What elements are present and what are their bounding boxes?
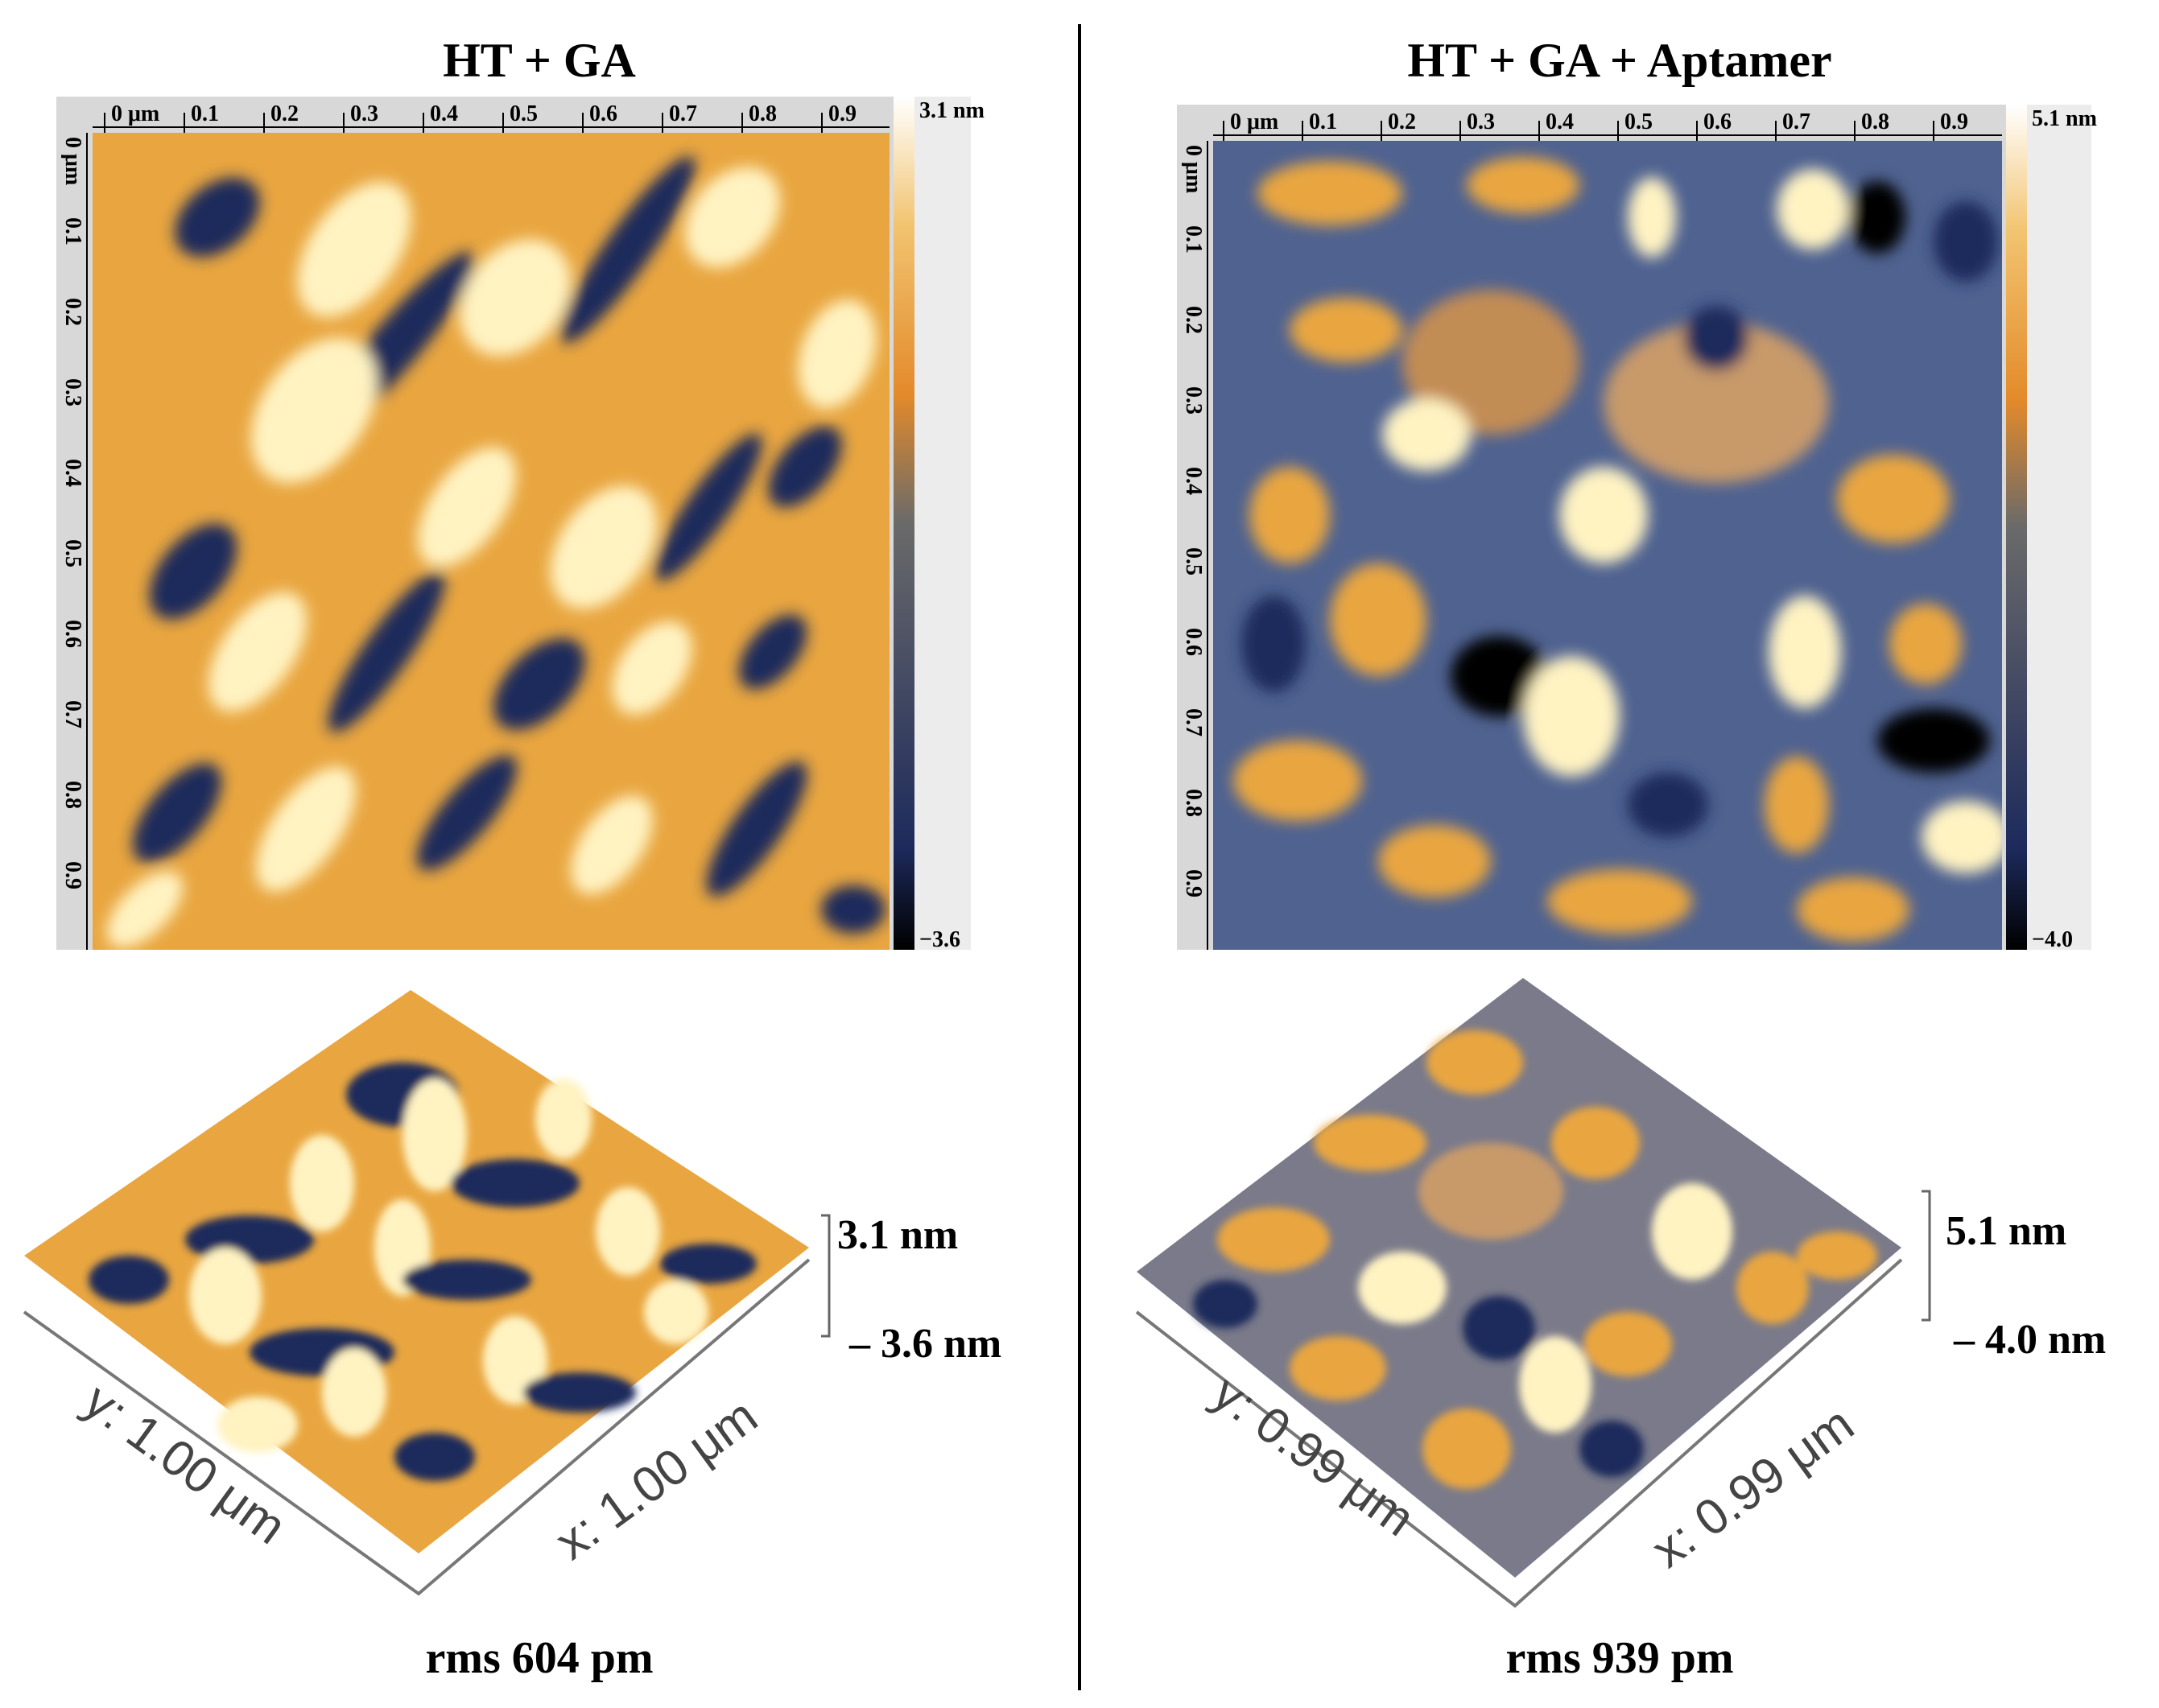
ruler-x-label: 0.1 xyxy=(1309,109,1337,134)
afm-3d-surface: y: 0.99 μm x: 0.99 μm xyxy=(1135,978,1931,1608)
panel-title: HT + GA xyxy=(443,34,636,87)
panel-ht-ga-aptamer: HT + GA + Aptamer xyxy=(1080,0,2159,1708)
ruler-y-label: 0.3 xyxy=(1181,386,1206,415)
ruler-x-label: 0.4 xyxy=(1546,109,1574,134)
ruler-x-label: 0.5 xyxy=(510,101,538,126)
ruler-y-label: 0.9 xyxy=(1181,869,1206,897)
height-scale-min: – 3.6 nm xyxy=(849,1321,1002,1367)
ruler-x-label: 0.9 xyxy=(1940,109,1968,134)
ruler-x-label: 0.9 xyxy=(828,101,857,126)
ruler-y-label: 0.7 xyxy=(60,700,85,728)
ruler-y-ticks: 0 μm 0.1 0.2 0.3 0.4 0.5 0.6 0.7 0.8 0.9 xyxy=(1181,141,1208,950)
height-scale-max: 5.1 nm xyxy=(1946,1208,2067,1254)
ruler-x-label: 0.6 xyxy=(589,101,617,126)
panel-ht-ga: HT + GA xyxy=(0,0,1079,1708)
ruler-x-label: 0.7 xyxy=(1782,109,1810,134)
ruler-x-label: 0.2 xyxy=(1388,109,1416,134)
colorbar-min: −3.6 xyxy=(919,927,960,952)
ruler-x-ticks: 0 μm 0.1 0.2 0.3 0.4 0.5 0.6 0.7 0.8 0.9 xyxy=(1213,109,2002,141)
ruler-y-label: 0.4 xyxy=(60,459,85,487)
ruler-x-label: 0.3 xyxy=(350,101,378,126)
ruler-y-label: 0.5 xyxy=(1181,547,1206,576)
ruler-y-label: 0.9 xyxy=(60,861,85,889)
colorbar-max: 3.1 nm xyxy=(919,98,985,123)
ruler-y-ticks: 0 μm 0.1 0.2 0.3 0.4 0.5 0.6 0.7 0.8 0.9 xyxy=(60,133,88,950)
colorbar xyxy=(2006,105,2027,950)
panel-title: HT + GA + Aptamer xyxy=(1407,34,1832,87)
ruler-x-label: 0.6 xyxy=(1703,109,1732,134)
ruler-x-label: 0.1 xyxy=(191,101,219,126)
height-scale-bracket xyxy=(1922,1190,1931,1322)
afm-height-map: 0 μm 0.1 0.2 0.3 0.4 0.5 0.6 0.7 0.8 0.9… xyxy=(56,97,985,952)
ruler-y-label: 0.1 xyxy=(1181,225,1206,254)
surface-base-frame xyxy=(1135,1258,1903,1608)
surface-peaks xyxy=(89,1062,757,1481)
ruler-y-label: 0.1 xyxy=(60,217,85,245)
afm-height-map: 0 μm 0.1 0.2 0.3 0.4 0.5 0.6 0.7 0.8 0.9… xyxy=(1177,105,2097,952)
ruler-y-label: 0.3 xyxy=(60,378,85,406)
ruler-y-label: 0.2 xyxy=(1181,306,1206,334)
height-scale-bracket xyxy=(821,1214,831,1338)
ruler-y-label: 0.6 xyxy=(1181,628,1206,656)
ruler-x-label: 0.7 xyxy=(669,101,697,126)
ruler-y-label: 0 μm xyxy=(1181,145,1206,193)
ruler-y-label: 0 μm xyxy=(60,137,85,185)
surface-peaks xyxy=(1193,1030,1877,1489)
height-scale-max: 3.1 nm xyxy=(837,1212,959,1258)
ruler-x-label: 0.8 xyxy=(1861,109,1889,134)
ruler-y-label: 0.7 xyxy=(1181,708,1206,736)
rms-value: rms 939 pm xyxy=(1505,1633,1734,1683)
ruler-x-ticks: 0 μm 0.1 0.2 0.3 0.4 0.5 0.6 0.7 0.8 0.9 xyxy=(93,101,890,133)
ruler-x-label: 0.2 xyxy=(270,101,299,126)
ruler-x-label: 0.3 xyxy=(1467,109,1495,134)
ruler-x-label: 0 μm xyxy=(111,101,159,126)
surface-features xyxy=(1233,157,2002,942)
ruler-y-label: 0.8 xyxy=(60,781,85,809)
surface-base-frame xyxy=(23,1258,811,1596)
colorbar-max: 5.1 nm xyxy=(2032,106,2097,131)
ruler-y-label: 0.5 xyxy=(60,539,85,567)
panel-divider xyxy=(1078,24,1081,1690)
ruler-x-label: 0.8 xyxy=(749,101,777,126)
height-scale-min: – 4.0 nm xyxy=(1954,1317,2107,1363)
ruler-y-label: 0.6 xyxy=(60,620,85,648)
rms-value: rms 604 pm xyxy=(425,1633,654,1683)
colorbar-min: −4.0 xyxy=(2032,927,2073,952)
ruler-x-label: 0 μm xyxy=(1230,109,1278,134)
colorbar xyxy=(894,97,914,950)
surface-features xyxy=(106,156,885,948)
ruler-x-label: 0.4 xyxy=(430,101,458,126)
afm-3d-surface: y: 1.00 μm x: 1.00 μm xyxy=(23,990,831,1596)
ruler-y-label: 0.4 xyxy=(1181,467,1206,495)
ruler-y-label: 0.2 xyxy=(60,298,85,326)
ruler-y-label: 0.8 xyxy=(1181,789,1206,817)
ruler-x-label: 0.5 xyxy=(1624,109,1653,134)
